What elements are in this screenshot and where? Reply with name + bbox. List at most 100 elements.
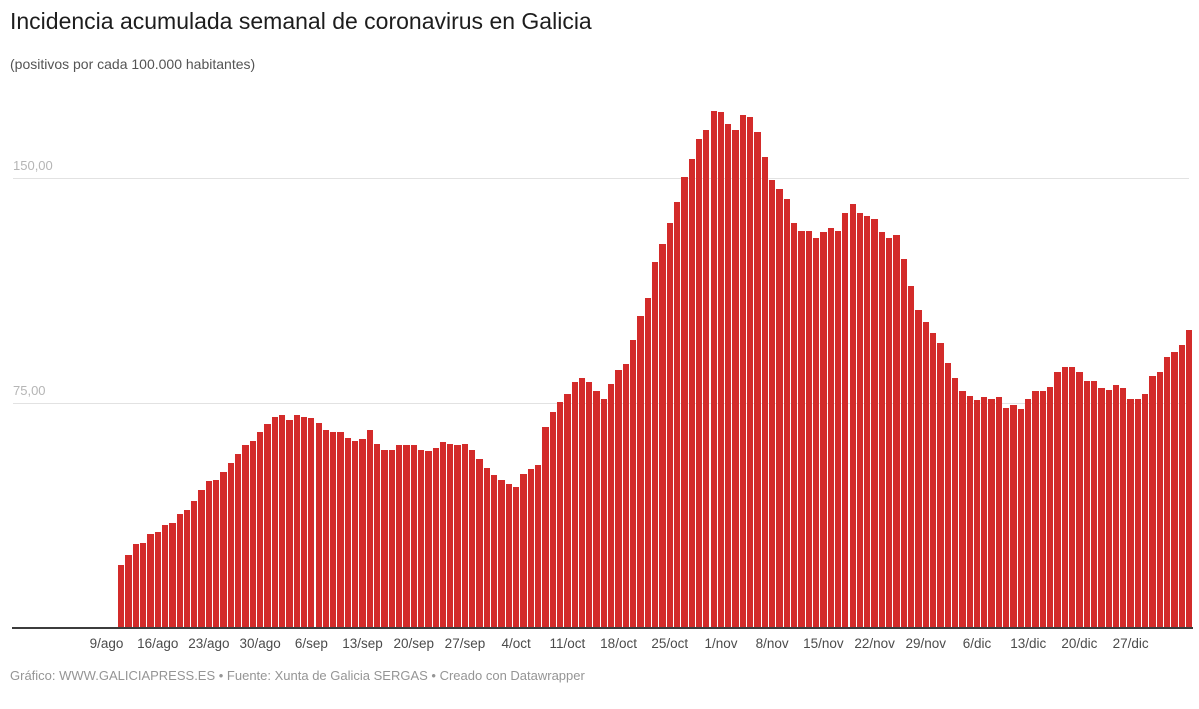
bar [322,430,330,628]
x-axis-label: 6/sep [294,636,328,651]
x-axis-label: 16/ago [137,636,179,651]
chart-footer: Gráfico: WWW.GALICIAPRESS.ES • Fuente: X… [10,668,585,683]
bar [374,443,381,628]
bar [578,377,586,628]
bar [688,158,695,628]
bar [1076,371,1083,628]
bar [915,310,922,628]
bar [630,340,637,628]
bar [703,130,710,628]
bar [651,262,659,628]
bar [973,400,981,628]
bar [264,424,271,628]
bar [256,431,264,628]
bar [988,398,995,628]
bar [410,445,417,628]
bar [1090,380,1098,628]
bar [878,232,886,628]
bar [615,370,622,628]
x-axis-label: 15/nov [803,636,844,651]
bar [352,440,359,628]
bar [505,484,512,628]
bar [798,230,805,628]
bar [608,383,615,628]
bar [498,479,505,628]
bar [278,415,286,628]
bar [300,416,308,628]
bar [125,554,132,628]
bar [695,139,703,628]
bar [447,443,454,628]
bar [937,343,944,628]
bar [981,397,988,628]
x-axis-label: 25/oct [651,636,689,651]
bar [381,449,388,628]
bar [783,199,790,628]
bar [359,439,366,628]
bar [227,463,235,628]
bar [520,473,527,628]
bar [286,419,293,628]
bar [308,418,315,628]
bar [1156,371,1164,628]
bar [871,218,878,628]
x-axis-label: 23/ago [188,636,230,651]
bar [213,479,220,628]
bar [161,524,169,628]
bar [293,415,300,628]
bar [366,430,373,628]
bar [1127,398,1134,628]
bar [1068,367,1076,628]
bar [959,391,966,628]
bar [1185,329,1193,628]
bar [425,451,432,628]
bar [1149,376,1156,628]
bar [454,445,461,628]
x-axis-label: 11/oct [549,636,586,651]
bar [776,188,783,628]
bar [995,397,1003,628]
bar [417,449,425,628]
x-axis-label: 8/nov [755,636,789,651]
bar [330,431,337,628]
bar [1061,367,1068,628]
bar [842,212,849,628]
x-axis-label: 4/oct [501,636,531,651]
x-axis-label: 1/nov [704,636,738,651]
x-axis-label: 13/sep [342,636,383,651]
bar [491,475,498,628]
y-axis-label: 75,00 [13,383,46,398]
bar [717,112,725,628]
bar [176,514,183,628]
bar [600,398,608,628]
bar [827,227,834,628]
bar [1178,344,1185,628]
bar [1039,391,1046,628]
x-axis-line [12,627,1193,629]
bar [315,422,322,628]
bar [483,467,491,628]
x-axis-label: 22/nov [854,636,895,651]
bar [754,131,761,628]
bar [820,232,827,628]
bar [1112,385,1120,628]
bar [395,445,403,628]
bar [1032,391,1039,628]
bar [864,215,871,628]
bar [469,449,476,628]
bar [922,322,929,628]
bar [388,449,395,628]
bar [834,230,842,628]
bar [169,523,176,628]
bar [432,448,439,628]
bar [769,179,776,628]
chart-title: Incidencia acumulada semanal de coronavi… [10,8,592,34]
bar [659,244,666,628]
bar [1047,386,1054,628]
bar [461,443,469,628]
x-axis-label: 20/dic [1061,636,1098,651]
bar [556,401,564,628]
x-axis-label: 30/ago [239,636,281,651]
